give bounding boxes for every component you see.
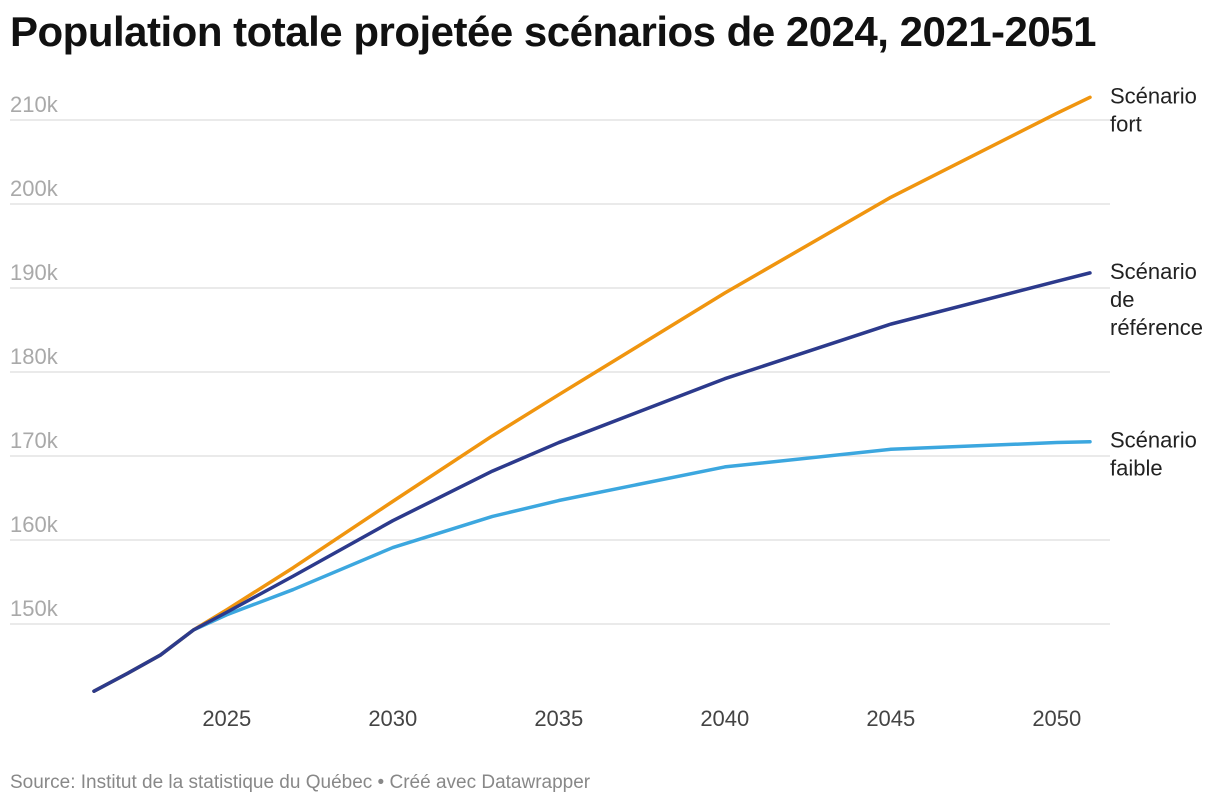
- x-tick-label: 2025: [202, 706, 251, 731]
- series-label: Scénario de référence: [1110, 259, 1203, 340]
- chart-title: Population totale projetée scénarios de …: [10, 8, 1096, 55]
- x-tick-label: 2030: [368, 706, 417, 731]
- y-tick-label: 190k: [10, 260, 59, 285]
- series-label: Scénario fort: [1110, 83, 1197, 136]
- x-tick-label: 2045: [866, 706, 915, 731]
- y-tick-label: 170k: [10, 428, 59, 453]
- x-tick-label: 2035: [534, 706, 583, 731]
- y-tick-label: 200k: [10, 176, 59, 201]
- y-tick-label: 160k: [10, 512, 59, 537]
- source-note: Source: Institut de la statistique du Qu…: [10, 772, 591, 793]
- y-tick-label: 210k: [10, 92, 59, 117]
- line-chart: 150k 160k 170k 180k 190k 200k 210k 2025 2030 203…: [10, 83, 1203, 731]
- series-label: Scénario faible: [1110, 428, 1197, 481]
- y-tick-label: 180k: [10, 344, 59, 369]
- series-line: [92, 271, 1092, 693]
- x-tick-label: 2050: [1032, 706, 1081, 731]
- series-labels: Scénario fort Scénario de référence Scénario f…: [1110, 83, 1203, 480]
- series-lines: [92, 95, 1092, 693]
- x-axis: 2025 2030 2035 2040 2045 2050: [202, 706, 1081, 731]
- y-axis: 150k 160k 170k 180k 190k 200k 210k: [10, 92, 59, 621]
- series-line: [92, 439, 1092, 693]
- y-tick-label: 150k: [10, 596, 59, 621]
- x-tick-label: 2040: [700, 706, 749, 731]
- gridlines: [10, 119, 1110, 625]
